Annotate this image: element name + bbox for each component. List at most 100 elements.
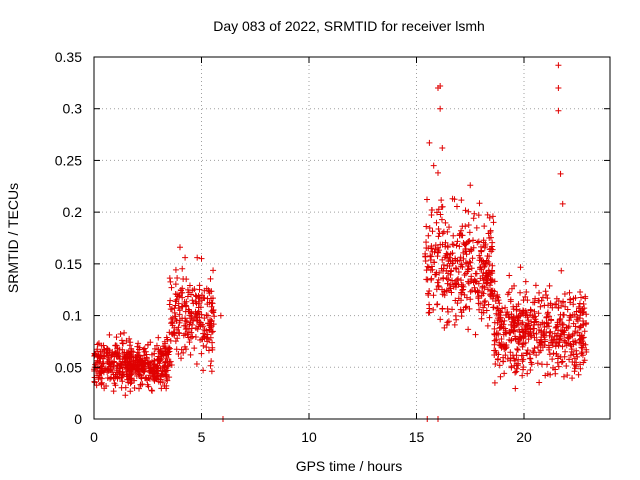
data-point	[200, 367, 207, 374]
data-point	[191, 286, 198, 293]
data-point	[555, 62, 562, 69]
data-point	[449, 306, 456, 313]
data-point	[457, 263, 464, 270]
data-point	[111, 380, 118, 387]
data-point	[165, 362, 172, 369]
data-point	[567, 333, 574, 340]
data-point	[549, 342, 556, 349]
data-point	[480, 290, 487, 297]
data-point	[207, 275, 214, 282]
data-point	[480, 304, 487, 311]
data-point	[498, 321, 505, 328]
data-point	[151, 345, 158, 352]
data-point	[453, 203, 460, 210]
data-point	[478, 315, 485, 322]
data-point	[426, 139, 433, 146]
x-tick-label: 5	[198, 429, 206, 445]
data-point	[192, 292, 199, 299]
data-point	[458, 297, 465, 304]
data-point	[523, 349, 530, 356]
data-point	[124, 364, 131, 371]
data-point	[456, 243, 463, 250]
data-point	[433, 286, 440, 293]
data-point	[195, 323, 202, 330]
data-point	[135, 340, 142, 347]
data-point	[463, 251, 470, 258]
data-point	[206, 288, 213, 295]
data-point	[167, 278, 174, 285]
data-point	[204, 312, 211, 319]
data-point	[187, 334, 194, 341]
data-point	[493, 310, 500, 317]
data-point	[563, 362, 570, 369]
data-point	[165, 351, 172, 358]
data-point	[204, 301, 211, 308]
data-point	[527, 366, 534, 373]
data-point	[466, 305, 473, 312]
x-tick-label: 0	[90, 429, 98, 445]
data-point	[135, 370, 142, 377]
data-point	[519, 358, 526, 365]
data-point	[445, 318, 452, 325]
data-point	[173, 317, 180, 324]
data-point	[127, 388, 134, 395]
data-point	[486, 253, 493, 260]
data-point	[482, 270, 489, 277]
data-point	[439, 145, 446, 152]
data-point	[564, 372, 571, 379]
data-point	[459, 223, 466, 230]
data-point	[157, 349, 164, 356]
data-point	[439, 286, 446, 293]
data-point	[512, 385, 519, 392]
data-point	[465, 326, 472, 333]
data-point	[553, 350, 560, 357]
data-point	[567, 352, 574, 359]
data-point	[175, 329, 182, 336]
data-point	[533, 330, 540, 337]
data-point	[471, 210, 478, 217]
chart-title: Day 083 of 2022, SRMTID for receiver lsm…	[213, 18, 485, 34]
data-point	[454, 300, 461, 307]
data-point	[164, 336, 171, 343]
data-point	[476, 306, 483, 313]
data-point	[430, 306, 437, 313]
data-point	[571, 330, 578, 337]
data-point	[513, 368, 520, 375]
data-point	[544, 295, 551, 302]
data-point	[447, 271, 454, 278]
data-point	[446, 224, 453, 231]
data-point	[430, 162, 437, 169]
data-point	[543, 291, 550, 298]
data-point	[494, 355, 501, 362]
data-point	[148, 387, 155, 394]
data-point	[136, 385, 143, 392]
data-point	[439, 230, 446, 237]
data-point	[158, 356, 165, 363]
data-point	[194, 326, 201, 333]
data-point	[432, 242, 439, 249]
data-point	[196, 300, 203, 307]
data-point	[574, 353, 581, 360]
data-point	[558, 302, 565, 309]
data-point	[131, 377, 138, 384]
data-point	[182, 317, 189, 324]
data-point	[458, 227, 465, 234]
data-point	[210, 267, 217, 274]
data-point	[429, 207, 436, 214]
data-point	[176, 307, 183, 314]
data-point	[172, 338, 179, 345]
data-point	[144, 342, 151, 349]
data-point	[193, 360, 200, 367]
data-point	[185, 329, 192, 336]
data-point	[175, 351, 182, 358]
data-point	[509, 316, 516, 323]
data-point	[522, 339, 529, 346]
data-point	[462, 207, 469, 214]
data-point	[483, 307, 490, 314]
data-point	[541, 334, 548, 341]
data-point	[426, 225, 433, 232]
data-point	[516, 326, 523, 333]
data-point	[544, 370, 551, 377]
data-point	[552, 366, 559, 373]
data-point	[194, 254, 201, 261]
